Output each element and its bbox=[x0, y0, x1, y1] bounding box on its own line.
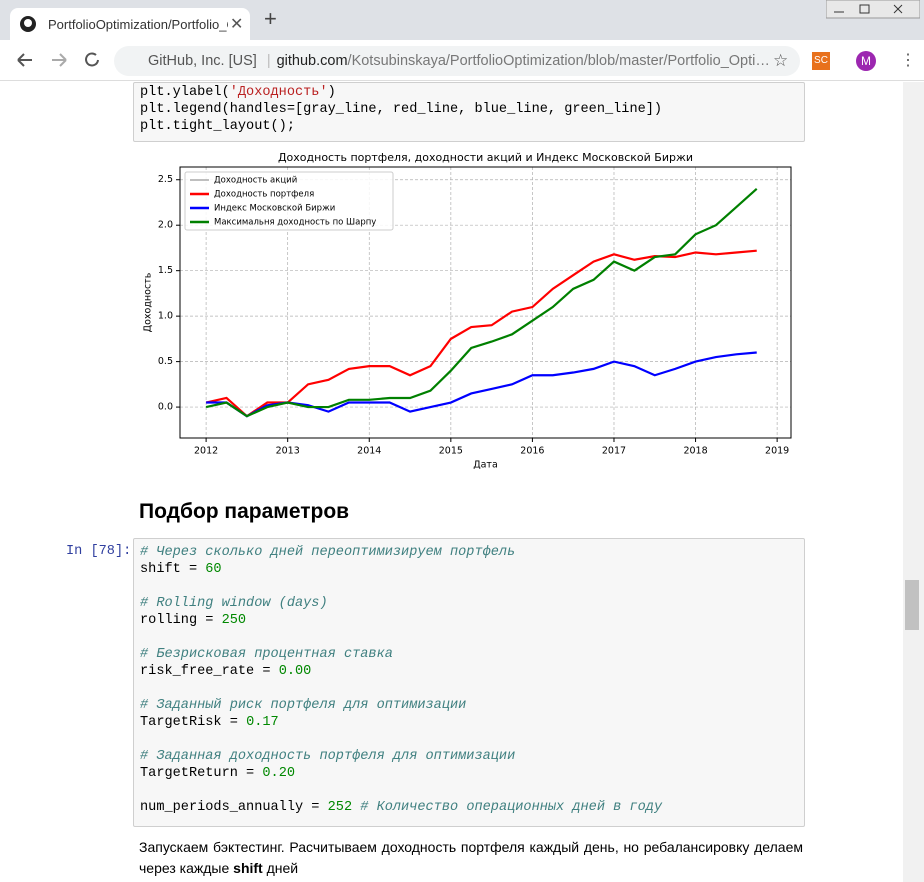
menu[interactable]: ⋮ bbox=[900, 52, 916, 69]
code-token: 60 bbox=[205, 562, 222, 577]
y-tick-label: 1.0 bbox=[158, 311, 173, 322]
code-token: # Безрисковая процентная ставка bbox=[140, 647, 393, 662]
code-token: ) bbox=[327, 85, 336, 100]
code-line: # Через сколько дней переоптимизируем по… bbox=[134, 544, 804, 561]
x-axis-label: Дата bbox=[473, 460, 498, 471]
prompt: In [78]: bbox=[66, 544, 132, 559]
legend-label: Доходность акций bbox=[214, 176, 297, 186]
code-line bbox=[134, 731, 804, 748]
code-line: rolling = 250 bbox=[134, 612, 804, 629]
code-token: # Количество операционных дней в году bbox=[352, 800, 663, 815]
code-line bbox=[134, 578, 804, 595]
code-token: 0.17 bbox=[246, 715, 279, 730]
heading: Подбор параметров bbox=[139, 500, 350, 523]
code-token: plt.legend(handles=[gray_line, red_line,… bbox=[140, 102, 663, 117]
code-token: shift = bbox=[140, 562, 206, 577]
legend-label: Индекс Московской Биржи bbox=[214, 204, 335, 214]
series-line bbox=[206, 351, 757, 418]
code-line: # Rolling window (days) bbox=[134, 595, 804, 612]
new-tab[interactable]: + bbox=[264, 6, 277, 31]
plot-frame bbox=[179, 166, 792, 439]
code-line: plt.ylabel('Доходность') bbox=[134, 84, 804, 101]
code-line: # Заданная доходность портфеля для оптим… bbox=[134, 748, 804, 765]
code-token: TargetReturn = bbox=[140, 766, 263, 781]
code-cell: plt.ylabel('Доходность') plt.legend(handl… bbox=[133, 82, 805, 142]
code-line: TargetRisk = 0.17 bbox=[134, 714, 804, 731]
bold-text: shift bbox=[233, 860, 263, 876]
code-line: TargetReturn = 0.20 bbox=[134, 765, 804, 782]
x-tick-label: 2017 bbox=[602, 446, 626, 457]
code-token: plt.ylabel( bbox=[140, 85, 230, 100]
x-tick-label: 2014 bbox=[357, 446, 381, 457]
x-tick-label: 2018 bbox=[683, 446, 707, 457]
code-line: plt.legend(handles=[gray_line, red_line,… bbox=[134, 101, 804, 118]
code-line bbox=[134, 629, 804, 646]
code-line bbox=[134, 782, 804, 799]
code-line: # Безрисковая процентная ставка bbox=[134, 646, 804, 663]
x-tick-label: 2016 bbox=[520, 446, 544, 457]
code-line: shift = 60 bbox=[134, 561, 804, 578]
y-tick-label: 2.5 bbox=[158, 174, 173, 185]
code-token: 250 bbox=[221, 613, 247, 628]
text: дней bbox=[262, 860, 299, 876]
code-token: 0.00 bbox=[278, 664, 312, 679]
tab-close[interactable]: ✕ bbox=[230, 16, 244, 33]
code-token: num_periods_annually = bbox=[140, 800, 328, 815]
nav-buttons[interactable] bbox=[14, 50, 104, 70]
legend-label: Максимальня доходность по Шарпу bbox=[214, 218, 376, 228]
code-line: num_periods_annually = 252 # Количество … bbox=[134, 799, 804, 816]
code-token: rolling = bbox=[140, 613, 222, 628]
code-token: 0.20 bbox=[262, 766, 296, 781]
paragraph: Запускаем бэктестинг. Расчитываем доходн… bbox=[139, 837, 803, 879]
y-tick-label: 1.5 bbox=[158, 265, 173, 276]
y-tick-label: 0.5 bbox=[158, 356, 173, 367]
tab[interactable]: PortfolioOptimization/Portfolio_Optimiza… bbox=[10, 8, 250, 40]
legend-box bbox=[184, 171, 394, 231]
tab-bar: PortfolioOptimization/Portfolio_Optimiza… bbox=[0, 0, 924, 40]
scrollbar[interactable] bbox=[903, 82, 924, 882]
code-token: plt.tight_layout(); bbox=[140, 119, 295, 134]
series-line bbox=[205, 188, 758, 418]
code-token: # Заданная доходность портфеля для оптим… bbox=[140, 749, 516, 764]
bookmark-star[interactable]: ☆ bbox=[773, 51, 789, 70]
code-line: risk_free_rate = 0.00 bbox=[134, 663, 804, 680]
x-tick-label: 2013 bbox=[276, 446, 300, 457]
code-token: # Заданный риск портфеля для оптимизации bbox=[140, 698, 467, 713]
code-token: 'Доходность' bbox=[229, 85, 328, 100]
x-tick-label: 2019 bbox=[765, 446, 789, 457]
url-host: github.com bbox=[276, 53, 348, 69]
tab-title: PortfolioOptimization/Portfolio_Optimiza… bbox=[48, 17, 228, 32]
extension[interactable]: SC bbox=[812, 52, 830, 70]
legend-label: Доходность портфеля bbox=[214, 190, 314, 200]
x-tick-label: 2015 bbox=[439, 446, 463, 457]
window-controls[interactable] bbox=[826, 0, 920, 20]
x-tick-label: 2012 bbox=[194, 446, 218, 457]
code-token: # Через сколько дней переоптимизируем по… bbox=[140, 545, 516, 560]
omnibox[interactable]: GitHub, Inc. [US] | github.com/Kotsubinsk… bbox=[114, 46, 800, 76]
code-token: 252 bbox=[327, 800, 353, 815]
url-path: /Kotsubinskaya/PortfolioOptimization/blo… bbox=[347, 53, 770, 69]
site-label: GitHub, Inc. [US] bbox=[148, 53, 257, 69]
y-tick-label: 2.0 bbox=[158, 220, 173, 231]
code-token: # Rolling window (days) bbox=[140, 596, 328, 611]
code-line bbox=[134, 680, 804, 697]
y-tick-label: 0.0 bbox=[158, 402, 173, 413]
y-axis-label: Доходность bbox=[143, 272, 154, 332]
chart: Доходность портфеля, доходности акций и … bbox=[143, 151, 792, 471]
toolbar: GitHub, Inc. [US] | github.com/Kotsubinsk… bbox=[0, 40, 924, 81]
scrollbar-thumb[interactable] bbox=[905, 580, 919, 630]
text: Запускаем бэктестинг. Расчитываем доходн… bbox=[139, 839, 803, 876]
code-cell: # Через сколько дней переоптимизируем по… bbox=[133, 538, 805, 827]
code-line: plt.tight_layout(); bbox=[134, 118, 804, 135]
code-line: # Заданный риск портфеля для оптимизации bbox=[134, 697, 804, 714]
github-icon bbox=[20, 16, 36, 32]
code-token: risk_free_rate = bbox=[140, 664, 279, 679]
code-token: TargetRisk = bbox=[140, 715, 247, 730]
avatar[interactable]: M bbox=[856, 51, 876, 71]
chart-title: Доходность портфеля, доходности акций и … bbox=[278, 151, 693, 164]
